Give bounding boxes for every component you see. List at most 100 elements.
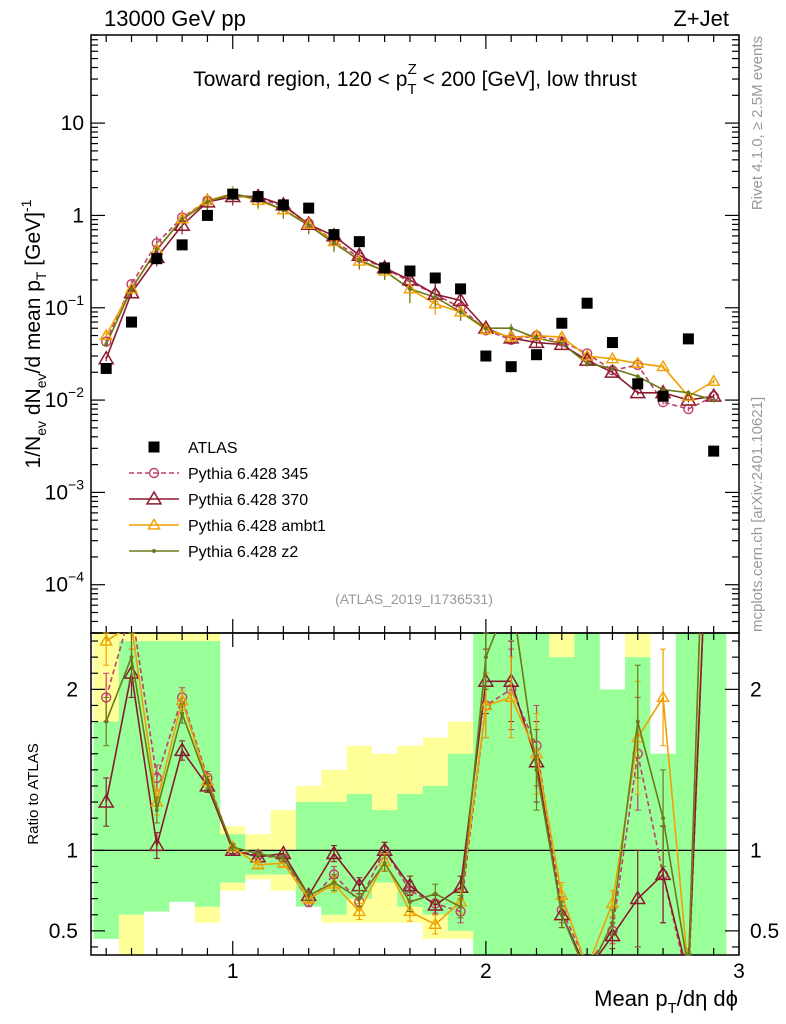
ratio-point-pythia-6-428-ambt1 (352, 904, 367, 917)
ratio-axes: 1 2 30.5 0.51 12 2 (49, 633, 779, 983)
point-pythia-6-428-z2 (610, 366, 615, 371)
point-pythia-6-428-z2 (180, 217, 185, 222)
point-atlas (606, 337, 618, 349)
ratio-point-pythia-6-428-ambt1 (225, 840, 240, 852)
point-pythia-6-428-z2 (154, 247, 159, 252)
ratio-point-pythia-6-428-ambt1 (428, 917, 443, 930)
y-tick-label: 1 (72, 204, 84, 227)
legend-label-pythia-6-428-z2: Pythia 6.428 z2 (188, 544, 298, 561)
point-pythia-6-428-370 (173, 216, 191, 232)
point-pythia-6-428-z2 (332, 241, 336, 246)
ratio-point-pythia-6-428-370 (401, 877, 419, 892)
point-atlas (480, 350, 492, 362)
ratio-point-pythia-6-428-z2 (407, 899, 412, 904)
ratio-point-pythia-6-428-370 (173, 742, 191, 757)
legend-label-pythia-6-428-345: Pythia 6.428 345 (188, 466, 308, 483)
point-atlas (353, 236, 365, 248)
ratio-point-pythia-6-428-z2 (559, 912, 564, 917)
point-pythia-6-428-z2 (559, 341, 564, 346)
point-atlas (328, 229, 340, 241)
point-pythia-6-428-ambt1 (124, 281, 139, 294)
point-pythia-6-428-ambt1 (504, 330, 519, 342)
point-pythia-6-428-z2 (483, 326, 488, 331)
band-gap-low-6 (245, 879, 271, 955)
point-pythia-6-428-z2 (686, 390, 691, 395)
x-tick-label: 3 (733, 960, 745, 983)
point-pythia-6-428-z2 (129, 286, 134, 291)
point-pythia-6-428-ambt1 (352, 254, 367, 266)
point-atlas (126, 316, 137, 328)
ratio-tick-label-left: 0.5 (49, 920, 78, 943)
point-pythia-6-428-ambt1 (580, 349, 594, 361)
ratio-point-pythia-6-428-z2 (104, 719, 109, 724)
point-atlas (100, 362, 112, 374)
ratio-point-pythia-6-428-ambt1 (251, 857, 265, 870)
point-pythia-6-428-ambt1 (327, 234, 341, 247)
ratio-point-pythia-6-428-z2 (458, 904, 463, 909)
ratio-point-pythia-6-428-z2 (256, 851, 261, 856)
band-gap-20 (599, 633, 626, 690)
legend-marker-pythia-6-428-370 (145, 490, 163, 505)
point-pythia-6-428-z2 (635, 374, 640, 379)
ratio-point-pythia-6-428-z2 (129, 655, 134, 660)
band-gap-low-13 (422, 938, 448, 955)
analysis-label: (ATLAS_2019_I1736531) (335, 591, 493, 607)
point-pythia-6-428-z2 (661, 387, 666, 392)
ratio-point-pythia-6-428-z2 (332, 880, 336, 885)
ratio-point-pythia-6-428-z2 (205, 780, 210, 785)
point-pythia-6-428-z2 (711, 398, 716, 403)
band-gap-low-2 (144, 911, 170, 955)
point-pythia-6-428-z2 (357, 257, 362, 262)
point-pythia-6-428-ambt1 (681, 389, 696, 401)
mcplots-label: mcplots.cern.ch [arXiv:2401.10621] (749, 397, 766, 632)
point-pythia-6-428-ambt1 (428, 296, 443, 309)
legend-label-pythia-6-428-370: Pythia 6.428 370 (188, 492, 308, 509)
band-green-24 (701, 633, 727, 955)
point-pythia-6-428-370 (604, 363, 621, 378)
point-atlas (632, 378, 644, 390)
point-pythia-6-428-ambt1 (453, 304, 468, 317)
point-atlas (151, 253, 163, 265)
point-atlas (505, 361, 517, 373)
band-green-19 (574, 633, 600, 955)
plot-title: Toward region, 120 < pTZ < 200 [GeV], lo… (193, 61, 637, 98)
ratio-point-pythia-6-428-370 (629, 890, 647, 905)
point-atlas (581, 297, 593, 309)
point-pythia-6-428-ambt1 (99, 328, 114, 341)
point-pythia-6-428-z2 (407, 286, 412, 291)
point-pythia-6-428-370 (629, 384, 647, 399)
ratio-point-pythia-6-428-z2 (382, 861, 387, 866)
ratio-point-pythia-6-428-ambt1 (504, 690, 519, 703)
y-tick-label: 10−4 (45, 569, 85, 597)
ratio-tick-label-right: 1 (750, 839, 762, 862)
ratio-plot-frame (90, 632, 740, 956)
band-green-3 (169, 641, 195, 907)
legend-label-atlas: ATLAS (188, 440, 238, 457)
point-atlas (379, 262, 391, 274)
ratio-point-pythia-6-428-z2 (610, 920, 615, 925)
point-atlas (556, 317, 568, 329)
ratio-point-pythia-6-428-z2 (357, 896, 362, 901)
header-right: Z+Jet (673, 6, 729, 31)
point-pythia-6-428-370 (300, 215, 317, 231)
ratio-point-pythia-6-428-z2 (534, 767, 539, 772)
point-atlas (277, 199, 289, 211)
y-tick-label: 10−2 (45, 384, 85, 412)
point-pythia-6-428-ambt1 (403, 281, 417, 294)
point-pythia-6-428-370 (680, 391, 697, 406)
legend-marker-atlas (148, 441, 160, 453)
point-pythia-6-428-370 (401, 271, 419, 286)
point-pythia-6-428-z2 (104, 342, 109, 347)
ratio-tick-label-left: 1 (66, 839, 78, 862)
y-tick-label: 10 (61, 112, 84, 135)
main-axes: 10−4 10−3 10−2 10−1 1 10 (45, 34, 740, 634)
ratio-point-pythia-6-428-z2 (635, 719, 640, 724)
rivet-label: Rivet 4.1.0, ≥ 2.5M events (749, 36, 766, 210)
point-atlas (227, 188, 239, 200)
ratio-point-pythia-6-428-ambt1 (479, 698, 493, 711)
point-pythia-6-428-345 (354, 252, 365, 263)
point-pythia-6-428-z2 (509, 326, 514, 331)
point-atlas (404, 265, 416, 277)
point-atlas (455, 283, 467, 295)
